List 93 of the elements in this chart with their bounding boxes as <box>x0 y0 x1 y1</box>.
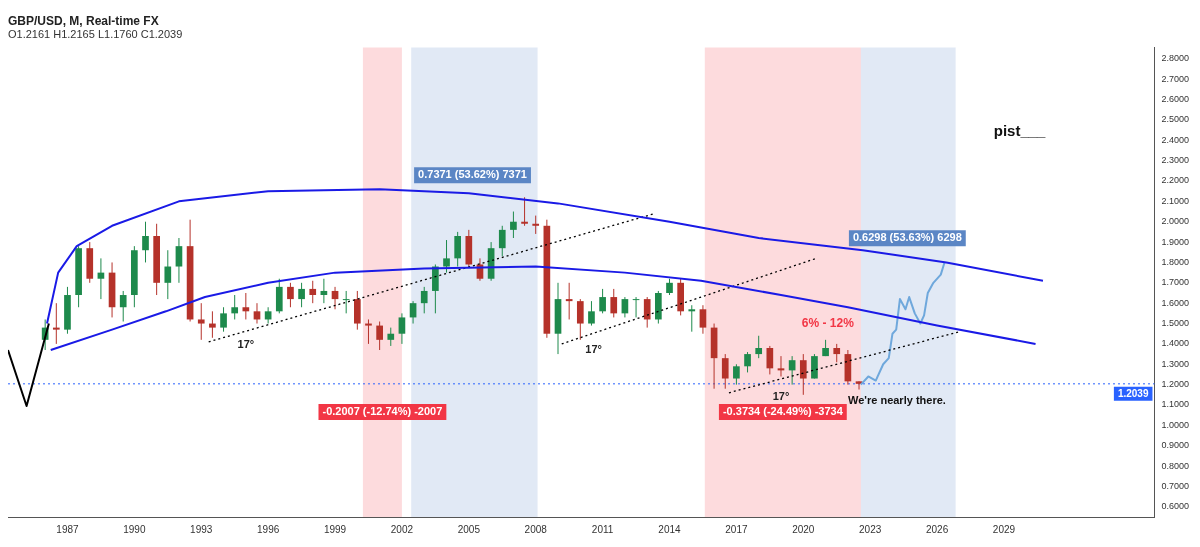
candlestick <box>811 353 818 380</box>
candlestick <box>376 321 383 351</box>
candlestick <box>510 211 517 239</box>
candlestick <box>855 380 863 391</box>
candlestick <box>175 237 183 284</box>
x-tick-label: 1987 <box>56 523 80 535</box>
y-tick-label: 2.2000 <box>1161 175 1189 186</box>
candlestick <box>576 298 584 341</box>
y-tick-label: 2.1000 <box>1161 195 1189 206</box>
x-tick-label: 2020 <box>792 523 815 535</box>
y-tick-label: 1.2000 <box>1161 379 1189 390</box>
candlestick <box>721 353 729 390</box>
y-tick-label: 2.5000 <box>1161 114 1189 125</box>
y-tick-label: 2.4000 <box>1161 134 1189 145</box>
x-tick-label: 1996 <box>257 523 280 535</box>
annotation: pist___ <box>993 122 1047 140</box>
annotation: 17° <box>237 337 255 350</box>
candlestick <box>610 288 618 318</box>
x-tick-label: 2023 <box>859 523 882 535</box>
candlestick <box>298 282 305 308</box>
candlestick <box>242 292 250 320</box>
annotation: 17° <box>772 389 790 402</box>
annotation: 6% - 12% <box>801 315 855 330</box>
y-tick-label: 0.6000 <box>1161 501 1189 512</box>
candlestick <box>599 288 606 314</box>
candlestick <box>365 318 372 345</box>
chart-title: GBP/USD, M, Real-time FX <box>8 13 159 28</box>
candlestick <box>209 310 216 339</box>
y-tick-label: 2.8000 <box>1161 53 1189 64</box>
band-label: -0.3734 (-24.49%) -3734 <box>722 405 844 418</box>
y-tick-label: 1.4000 <box>1161 338 1189 349</box>
y-tick-label: 0.8000 <box>1161 460 1189 471</box>
candlestick <box>231 294 239 320</box>
candlestick <box>52 302 60 345</box>
candlestick <box>643 296 651 329</box>
x-tick-label: 2005 <box>457 523 481 535</box>
candlestick <box>454 231 462 268</box>
y-tick-label: 1.0000 <box>1161 419 1189 430</box>
candlestick <box>766 345 774 375</box>
candlestick <box>521 196 528 227</box>
candlestick <box>119 290 127 322</box>
x-tick-label: 2008 <box>524 523 548 535</box>
y-tick-label: 1.1000 <box>1161 399 1189 410</box>
candlestick <box>733 363 740 386</box>
candlestick <box>755 335 763 359</box>
y-tick-label: 1.9000 <box>1161 236 1189 247</box>
x-tick-label: 2014 <box>658 523 682 535</box>
candlestick <box>833 343 841 363</box>
x-tick-label: 2017 <box>725 523 748 535</box>
x-tick-label: 2026 <box>925 523 949 535</box>
candlestick <box>342 290 350 314</box>
y-tick-label: 1.8000 <box>1161 256 1189 267</box>
annotation: 0.7371 (53.62%) 7371 <box>418 168 527 181</box>
chart-subtitle: O1.2161 H1.2165 L1.1760 C1.2039 <box>8 28 183 41</box>
candlestick <box>387 327 395 347</box>
candlestick <box>498 225 506 257</box>
candlestick <box>744 351 751 373</box>
x-tick-label: 2029 <box>992 523 1016 535</box>
candlestick <box>443 239 450 274</box>
candlestick <box>688 304 696 333</box>
annotation: 17° <box>585 343 603 356</box>
candlestick <box>287 282 294 308</box>
x-tick-label: 2011 <box>591 523 614 535</box>
y-tick-label: 2.6000 <box>1161 94 1189 105</box>
y-tick-label: 2.0000 <box>1161 216 1189 227</box>
y-tick-label: 2.3000 <box>1161 155 1189 166</box>
candlestick <box>164 249 172 300</box>
candlestick <box>699 304 707 335</box>
y-tick-label: 2.7000 <box>1161 73 1189 84</box>
y-tick-label: 0.9000 <box>1161 440 1189 451</box>
annotation: We're nearly there. <box>848 393 946 406</box>
candlestick <box>142 221 149 263</box>
x-tick-label: 1990 <box>123 523 146 535</box>
candlestick <box>588 300 595 327</box>
candlestick <box>420 286 428 314</box>
candlestick <box>398 312 406 345</box>
band-label: -0.2007 (-12.74%) -2007 <box>322 405 443 418</box>
x-tick-label: 1993 <box>190 523 213 535</box>
candlestick <box>532 215 540 235</box>
y-tick-label: 1.5000 <box>1161 318 1189 329</box>
annotation: 0.6298 (53.63%) 6298 <box>852 231 962 244</box>
y-tick-label: 1.6000 <box>1161 297 1189 308</box>
y-tick-label: 1.3000 <box>1161 358 1189 369</box>
candlestick <box>799 353 807 396</box>
candlestick <box>220 306 227 333</box>
candlestick <box>197 302 205 341</box>
y-tick-label: 0.7000 <box>1161 480 1189 491</box>
x-tick-label: 1999 <box>323 523 347 535</box>
candlestick <box>309 280 317 304</box>
y-tick-label: 1.7000 <box>1161 277 1189 288</box>
x-tick-label: 2002 <box>390 523 414 535</box>
ref-line-label: 1.2039 <box>1117 387 1149 399</box>
candlestick <box>565 282 573 320</box>
